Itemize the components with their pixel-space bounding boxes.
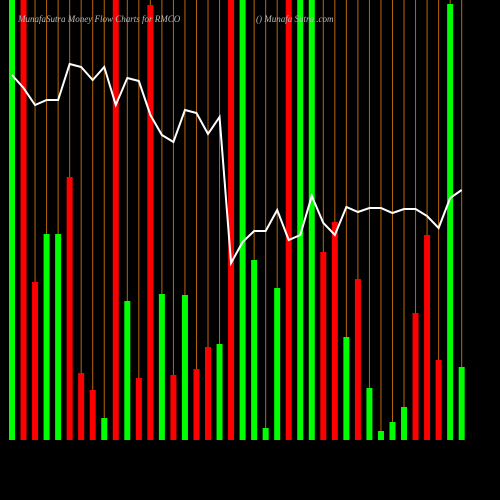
bar <box>205 347 212 440</box>
bar <box>401 407 408 440</box>
bar <box>424 235 431 440</box>
bar <box>343 337 350 440</box>
bar <box>147 5 154 440</box>
bar <box>285 0 292 440</box>
bar <box>66 177 73 440</box>
bar <box>366 388 373 440</box>
bar <box>389 422 396 440</box>
bar <box>274 288 281 440</box>
bar <box>170 375 177 440</box>
chart-title: MunafaSutra Money Flow Charts for RMCO <box>17 14 181 24</box>
bar <box>216 344 223 440</box>
bar <box>9 0 15 440</box>
bar <box>331 222 338 440</box>
bar <box>412 313 419 440</box>
bar <box>43 234 50 440</box>
bar <box>181 295 188 440</box>
bar <box>55 234 62 440</box>
bar <box>228 0 235 440</box>
bar <box>251 260 258 440</box>
bar <box>193 369 200 440</box>
money-flow-line <box>11 62 463 267</box>
bar <box>297 0 304 440</box>
bar <box>89 390 96 440</box>
bar <box>124 301 131 440</box>
bar <box>354 279 361 440</box>
bar <box>78 373 85 440</box>
bar <box>20 0 27 440</box>
chart-subtitle: () Munafa Sutra .com <box>256 14 334 24</box>
bar <box>435 360 442 440</box>
bar <box>32 282 39 440</box>
plot-area <box>9 0 465 440</box>
bar <box>458 367 465 440</box>
bar <box>447 4 454 440</box>
bar <box>239 0 246 440</box>
bar <box>262 428 269 440</box>
bar <box>377 431 384 440</box>
bar <box>320 252 327 440</box>
bar <box>308 0 315 440</box>
bar <box>112 0 119 440</box>
bar <box>101 418 108 440</box>
bar <box>158 294 165 440</box>
bar <box>135 378 142 440</box>
